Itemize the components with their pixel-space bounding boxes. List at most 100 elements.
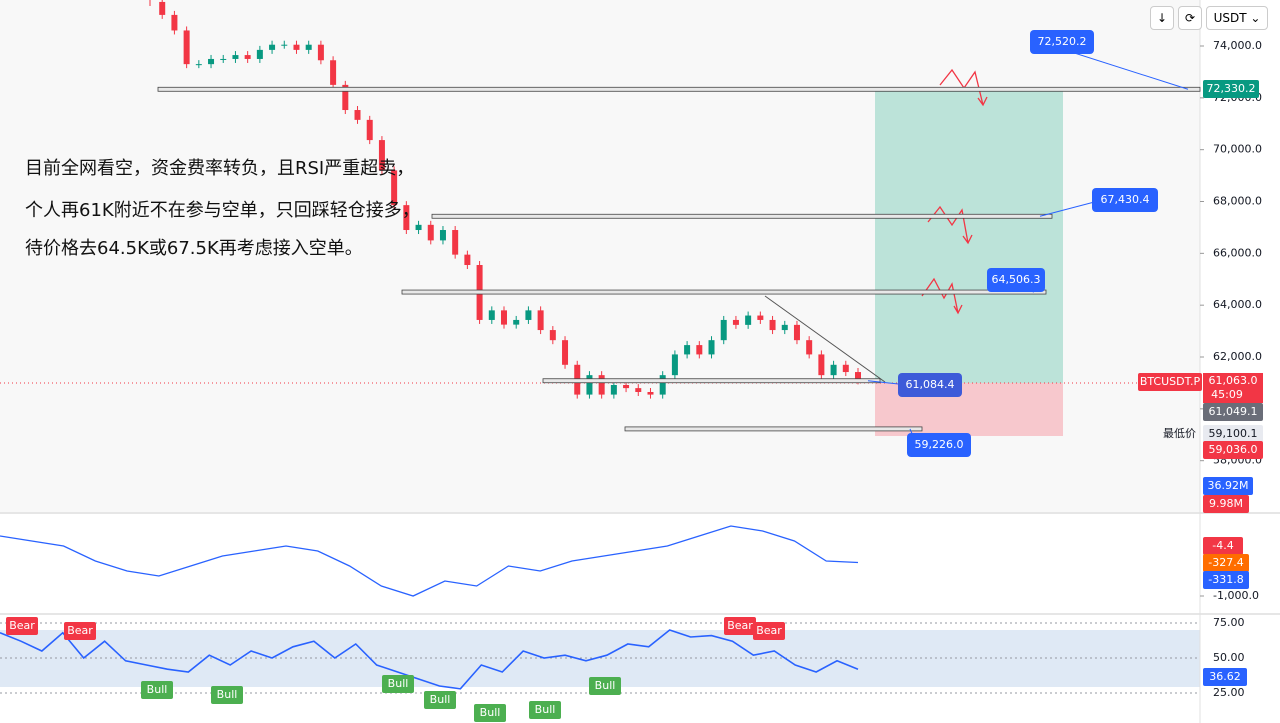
axis-label: 72,330.2 [1207, 82, 1256, 95]
candle-body [671, 354, 678, 376]
candle-body [452, 230, 459, 255]
callout-bg [1092, 188, 1158, 212]
candle-body [378, 140, 385, 171]
callout-bg [1030, 30, 1094, 54]
candle-body [439, 230, 446, 241]
macd-label-bg [1203, 571, 1249, 589]
candle-body [793, 324, 800, 341]
candle-body [623, 385, 630, 389]
candle-body [330, 60, 337, 85]
candle-body [232, 55, 239, 59]
candle-body [208, 58, 215, 65]
candle-body [647, 392, 654, 395]
low-label: 59,100.1 [1209, 427, 1258, 440]
divergence-label-bg [64, 622, 96, 640]
candle-body [293, 44, 300, 50]
divergence-label: Bull [147, 683, 168, 696]
y-tick-label: 25.00 [1213, 686, 1245, 699]
candle-body [525, 310, 532, 320]
volume-ma-label: 36.92M [1208, 479, 1249, 492]
divergence-label-bg [589, 677, 621, 695]
reload-button[interactable]: ⟳ [1178, 6, 1202, 30]
candle-body [415, 224, 422, 231]
candle-body [745, 315, 752, 325]
low-name: 最低价 [1163, 427, 1196, 440]
symbol-label-bg [1138, 373, 1202, 391]
candle-body [488, 310, 495, 320]
level-box [157, 86, 1201, 92]
divergence-label-bg [211, 686, 243, 704]
y-tick-label: 50.00 [1213, 651, 1245, 664]
currency-select[interactable]: USDT ⌄ [1206, 6, 1268, 30]
rsi-label-bg [1203, 668, 1247, 686]
level-box [401, 289, 1047, 295]
candle-body [586, 375, 593, 395]
candle-body [220, 58, 227, 60]
candle-body [403, 205, 410, 231]
candle-body [244, 55, 251, 59]
candle-body [427, 224, 434, 241]
divergence-label: Bull [430, 693, 451, 706]
divergence-label: Bear [727, 619, 753, 632]
y-tick-label: 66,000.0 [1213, 246, 1262, 259]
annotation-line: 个人再61K附近不在参与空单，只回踩轻仓接多， [25, 200, 420, 221]
candle-body [256, 49, 263, 59]
y-tick-label: 68,000.0 [1213, 195, 1262, 208]
level-box [542, 378, 881, 384]
countdown: 45:09 [1211, 388, 1243, 401]
candle-body [781, 324, 788, 331]
candle-body [464, 254, 471, 266]
annotation-line: 目前全网看空，资金费率转负，且RSI严重超卖， [25, 158, 415, 179]
divergence-label-bg [529, 701, 561, 719]
candle-body [183, 30, 190, 65]
divergence-label-bg [424, 691, 456, 709]
last-price: 61,063.0 [1209, 374, 1258, 387]
level-box [431, 213, 1053, 219]
divergence-label: Bull [217, 688, 238, 701]
divergence-label-bg [724, 617, 756, 635]
callout-bg [987, 268, 1045, 292]
low2-label: 59,036.0 [1209, 443, 1258, 456]
candle-body [598, 375, 605, 395]
y-tick-label: 62,000.0 [1213, 350, 1262, 363]
macd-label: -327.4 [1208, 556, 1243, 569]
y-tick-label: 64,000.0 [1213, 298, 1262, 311]
level-box [624, 426, 923, 432]
last-bg [1203, 373, 1263, 403]
callout: 67,430.4 [1101, 193, 1150, 206]
callout-bg [898, 373, 962, 397]
divergence-label: Bull [595, 679, 616, 692]
divergence-label: Bull [388, 677, 409, 690]
divergence-label-bg [141, 681, 173, 699]
candle-body [757, 315, 764, 320]
callout: 59,226.0 [915, 438, 964, 451]
candle-body [696, 345, 703, 355]
candle-body [195, 64, 202, 66]
low2-label-bg [1203, 441, 1263, 459]
axis-label-bg [1203, 80, 1259, 98]
download-button[interactable]: ↓ [1150, 6, 1174, 30]
candle-body [610, 385, 617, 395]
callout: 72,520.2 [1038, 35, 1087, 48]
candle-body [366, 119, 373, 141]
currency: USDT [1213, 11, 1247, 25]
divergence-label: Bear [67, 624, 93, 637]
candle-body [720, 319, 727, 341]
candle-body [513, 319, 520, 325]
y-tick-label: 70,000.0 [1213, 143, 1262, 156]
candle-body [708, 340, 715, 355]
macd-line [0, 525, 859, 597]
volume-label: 9.98M [1209, 497, 1243, 510]
candle-body [354, 110, 361, 120]
candle-body [269, 44, 276, 50]
divergence-label: Bear [9, 619, 35, 632]
callout-line [1039, 199, 1103, 217]
rsi-line [0, 629, 859, 690]
candle-body [855, 372, 861, 381]
divergence-label-bg [382, 675, 414, 693]
candle-body [769, 319, 776, 331]
candle-body [549, 330, 556, 341]
callout: 61,084.4 [906, 378, 955, 391]
candle-body [684, 345, 691, 355]
